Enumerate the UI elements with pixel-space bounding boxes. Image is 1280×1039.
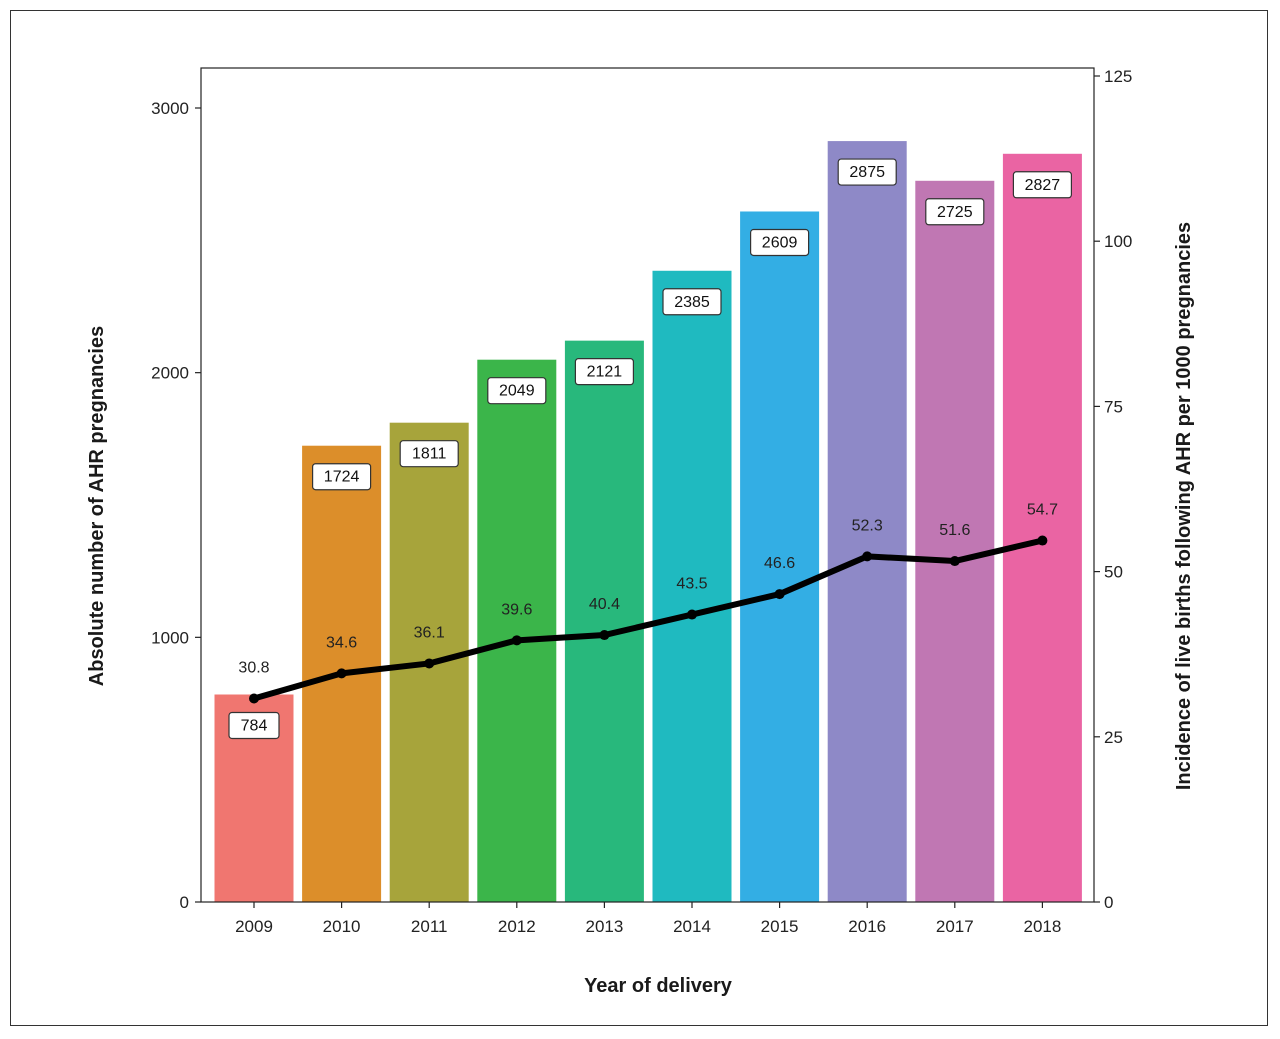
bar-label-box — [487, 377, 547, 405]
bar-label-box — [312, 463, 372, 491]
bar-value-label: 2121 — [587, 364, 623, 381]
x-tick-label: 2010 — [323, 917, 361, 936]
bar-value-label: 2875 — [849, 164, 885, 181]
incidence-value-label: 34.6 — [326, 634, 357, 651]
bar-value-label: 2049 — [499, 383, 535, 400]
bar-value-label: 1724 — [324, 469, 360, 486]
incidence-point — [949, 556, 960, 567]
bar-label-box — [399, 440, 459, 468]
bar-2012 — [477, 359, 557, 902]
bar-value-label: 2725 — [937, 204, 973, 221]
x-tick-label: 2017 — [936, 917, 974, 936]
bar-value-label: 2385 — [674, 294, 710, 311]
incidence-value-label: 52.3 — [852, 517, 883, 534]
incidence-point — [599, 630, 610, 641]
y2-axis-title: Incidence of live births following AHR p… — [1173, 222, 1195, 790]
bar-label-box — [662, 288, 722, 316]
y-axis-title: Absolute number of AHR pregnancies — [86, 326, 108, 686]
incidence-value-label: 36.1 — [414, 624, 445, 641]
bar-2015 — [740, 211, 820, 902]
bar-label-box — [925, 198, 985, 226]
bar-label-box — [228, 711, 280, 740]
incidence-value-label: 40.4 — [589, 596, 620, 613]
y2-tick-label: 125 — [1104, 67, 1132, 86]
incidence-point — [511, 635, 522, 646]
incidence-point — [249, 693, 259, 704]
y2-tick-label: 75 — [1104, 397, 1123, 416]
y-tick-label: 1000 — [151, 628, 189, 647]
y-tick-label: 2000 — [151, 364, 189, 383]
bar-value-label: 2827 — [1025, 177, 1061, 194]
x-tick-label: 2009 — [235, 917, 273, 936]
y2-tick-label: 0 — [1104, 893, 1113, 912]
x-tick-label: 2012 — [498, 917, 536, 936]
incidence-value-label: 54.7 — [1027, 502, 1058, 519]
line-layer: 30.8 34.6 36.1 39.6 40.4 43.5 46.6 52.3 51.6 54.7 — [238, 502, 1058, 704]
incidence-value-label: 51.6 — [939, 522, 970, 539]
plot-area — [200, 67, 1095, 903]
incidence-line — [251, 537, 1046, 702]
bar-value-label: 2609 — [762, 234, 798, 251]
y2-tick-label: 100 — [1104, 232, 1132, 251]
x-tick-label: 2015 — [761, 917, 799, 936]
axes-layer: 0 1000 2000 3000 0 25 50 75 100 125 2009 2010 2011 20… — [151, 67, 1132, 936]
x-tick-label: 2013 — [585, 917, 623, 936]
bar-label-box — [1012, 171, 1073, 199]
bar-label-box — [837, 158, 897, 186]
bar-2013 — [564, 340, 644, 903]
y-tick-label: 0 — [180, 893, 189, 912]
bar-label-box — [574, 358, 635, 386]
y2-tick-label: 50 — [1104, 563, 1123, 582]
incidence-value-label: 30.8 — [238, 659, 269, 676]
x-tick-label: 2014 — [673, 917, 711, 936]
incidence-point — [1037, 535, 1048, 546]
x-tick-label: 2016 — [848, 917, 886, 936]
bar-2014 — [652, 270, 732, 902]
bar-2016 — [827, 141, 907, 903]
incidence-point — [862, 551, 873, 562]
bar-value-label: 784 — [241, 718, 268, 735]
x-tick-label: 2018 — [1023, 917, 1061, 936]
bars-layer: 784 1724 1811 2049 2121 2385 2609 2875 2725 2827 — [214, 141, 1082, 903]
incidence-value-label: 43.5 — [676, 576, 707, 593]
incidence-point — [774, 589, 785, 600]
bar-value-label: 1811 — [412, 446, 447, 463]
y2-tick-label: 25 — [1104, 728, 1123, 747]
y-tick-label: 3000 — [151, 99, 189, 118]
bar-2017 — [915, 180, 995, 903]
x-axis-title: Year of delivery — [584, 975, 733, 997]
bar-2018 — [1002, 153, 1082, 902]
incidence-point — [424, 658, 435, 669]
incidence-value-label: 46.6 — [764, 555, 795, 572]
x-tick-label: 2011 — [411, 917, 448, 936]
incidence-point — [687, 609, 697, 620]
incidence-point — [336, 668, 347, 679]
bar-label-box — [749, 228, 810, 257]
incidence-value-label: 39.6 — [501, 601, 532, 618]
